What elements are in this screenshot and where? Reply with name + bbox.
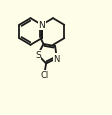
Text: S: S (35, 51, 40, 60)
Text: N: N (53, 54, 59, 63)
Text: Cl: Cl (40, 71, 48, 80)
Text: N: N (38, 21, 45, 30)
